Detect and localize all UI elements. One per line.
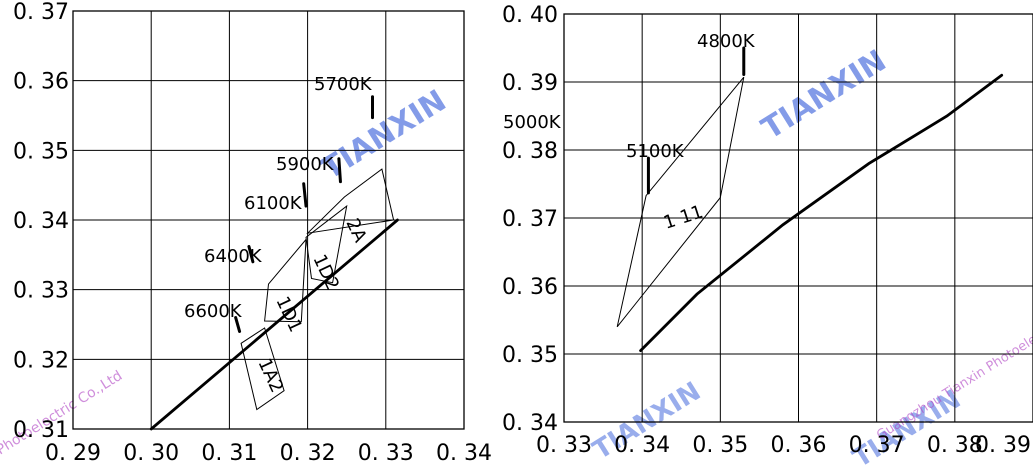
y-tick-label: 0. 38 [502,139,558,164]
bin-label: 1A2 [253,355,287,396]
cct-label: 6400K [204,246,263,267]
plot-frame [72,10,465,430]
y-tick-label: 0. 32 [13,348,69,373]
y-tick-label: 0. 31 [13,418,69,443]
x-tick-label: 0. 31 [201,441,257,466]
watermark-layer: TIANXIN TIANXIN TIANXIN TIANXIN Photoele… [0,43,1033,473]
x-tick-label: 0. 30 [123,441,179,466]
cct-marker-line [302,182,308,208]
x-tick-label: 0. 32 [280,441,336,466]
cct-label: 6100K [244,193,303,214]
cct-label: 4800K [697,31,756,52]
cct-label: 5100K [626,141,685,162]
x-tick-label: 0. 38 [927,433,983,458]
y-tick-label: 0. 35 [502,343,558,368]
y-tick-label: 0. 40 [502,3,558,28]
chart-right: 0. 33 0. 34 0. 35 0. 36 0. 37 0. 380. 390. 40… [502,3,1033,458]
x-tick-label: 0. 34 [614,433,670,458]
plot-frame [563,13,1033,423]
y-tick-label: 0. 39 [502,71,558,96]
x-tick-label: 0. 33 [536,433,592,458]
svg-text:Guangzhou Tianxin Photoelectri: Guangzhou Tianxin Photoelectric [874,317,1033,443]
cct-label: 5700K [314,74,373,95]
cct-marker-line [247,244,255,264]
y-tick-label: 0. 34 [502,411,558,436]
cct-label: 5000K [503,112,562,133]
bin-label: 1D1 [271,293,306,335]
bin-outline [616,76,745,328]
svg-text:TIANXIN: TIANXIN [756,43,893,147]
bin-outline [306,168,395,234]
y-tick-label: 0. 37 [502,207,558,232]
x-tick-label: 0. 29 [45,441,101,466]
cct-label: 6600K [184,301,243,322]
svg-text:TIANXIN: TIANXIN [316,83,453,187]
y-tick-label: 0. 37 [13,0,69,25]
x-tick-label: 0. 36 [771,433,827,458]
y-tick-label: 0. 33 [13,279,69,304]
x-tick-label: 0. 39 [975,433,1031,458]
y-tick-label: 0. 36 [502,275,558,300]
x-tick-label: 0. 35 [692,433,748,458]
cct-marker-line [234,316,242,333]
bin-outline [240,327,285,411]
y-tick-label: 0. 35 [13,139,69,164]
y-tick-label: 0. 36 [13,70,69,95]
x-tick-label: 0. 34 [436,441,492,466]
y-tick-label: 0. 34 [13,209,69,234]
watermark-logo: TIANXIN TIANXIN TIANXIN TIANXIN Photoele… [0,43,1033,473]
cct-marker-line [337,157,342,184]
planckian-locus-line [149,218,399,431]
cct-label: 5900K [276,154,335,175]
bin-label: 1 11 [661,201,706,233]
x-tick-label: 0. 33 [358,441,414,466]
x-tick-label: 0. 37 [849,433,905,458]
planckian-locus-line [639,73,1004,352]
